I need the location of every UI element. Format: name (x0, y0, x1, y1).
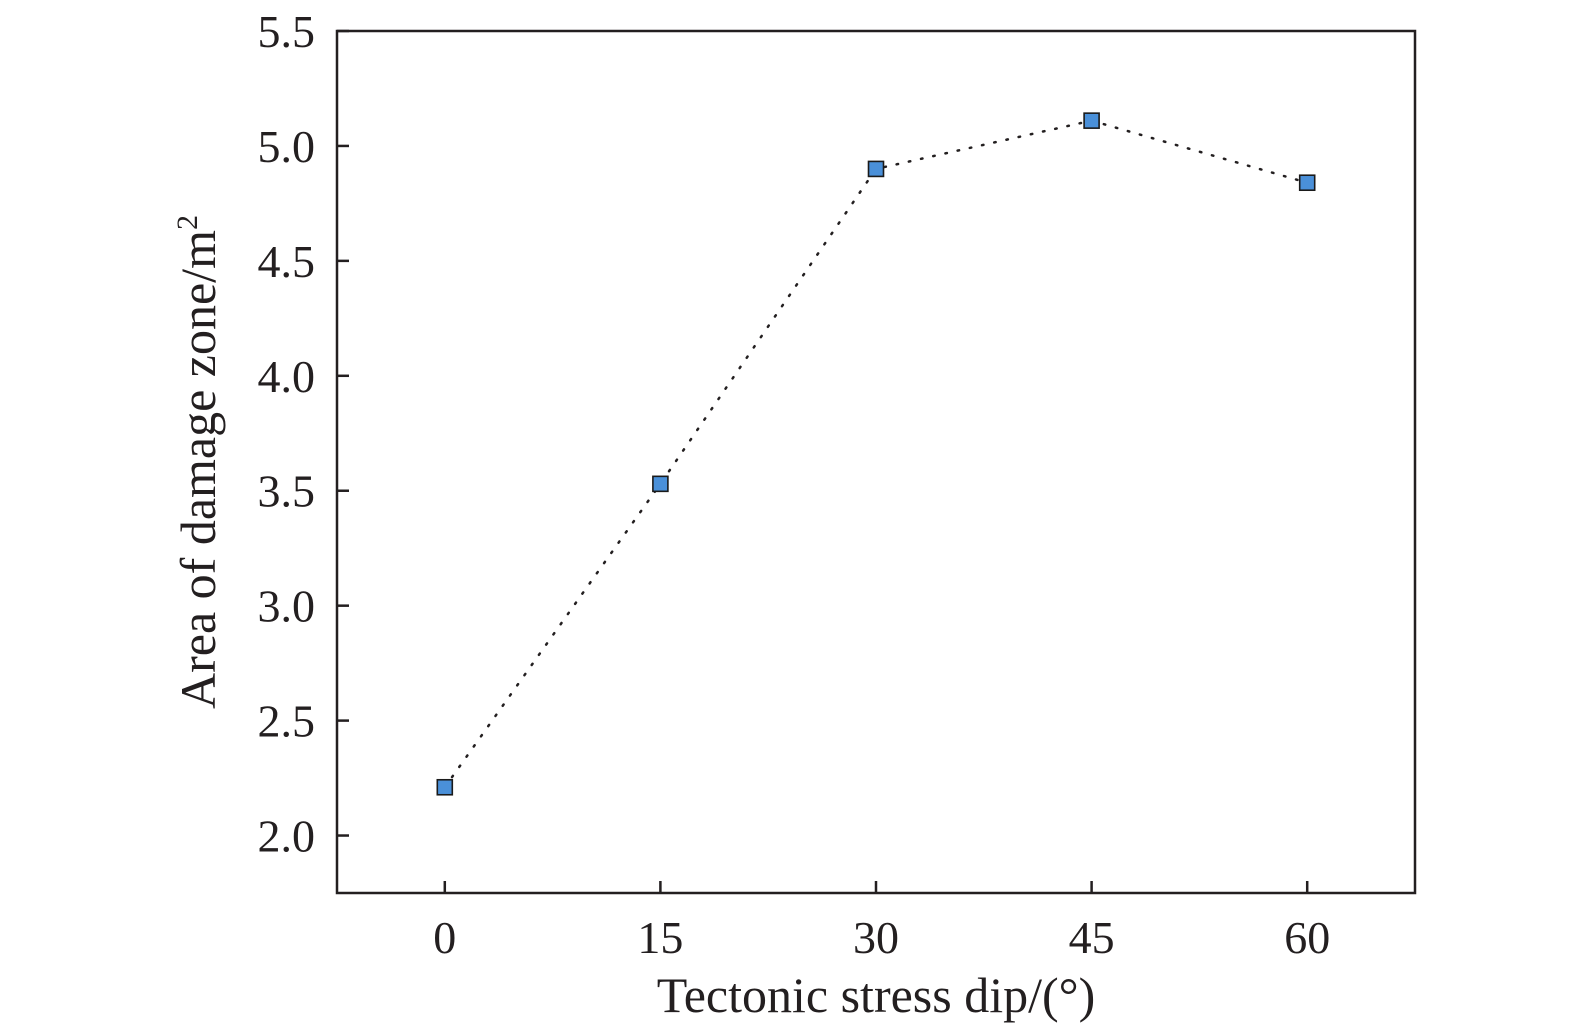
x-tick-label: 60 (1284, 912, 1330, 963)
x-axis-tick-labels: 0 15 30 45 60 (433, 912, 1330, 963)
x-tick-label: 15 (637, 912, 683, 963)
y-tick-label: 4.5 (258, 236, 316, 287)
y-tick-label: 5.0 (258, 121, 316, 172)
trend-line (443, 119, 1309, 789)
y-axis-ticks (337, 29, 349, 837)
y-tick-label: 5.5 (258, 6, 316, 57)
y-axis-title-superscript: 2 (171, 215, 204, 230)
y-tick-label: 2.0 (258, 811, 316, 862)
y-tick-label: 3.5 (258, 466, 316, 517)
x-tick-label: 30 (853, 912, 899, 963)
y-tick-label: 3.0 (258, 581, 316, 632)
y-tick-label: 2.5 (258, 696, 316, 747)
plot-frame-group (335, 29, 1417, 895)
x-tick-label: 45 (1069, 912, 1115, 963)
y-axis-title: Area of damage zone/m2 (170, 215, 226, 709)
y-axis-title-base: Area of damage zone/m (170, 230, 226, 709)
x-axis-title: Tectonic stress dip/(°) (657, 967, 1096, 1023)
x-tick-label: 0 (433, 912, 456, 963)
data-point (1083, 112, 1100, 129)
x-axis-ticks (443, 881, 1309, 893)
y-tick-label: 4.0 (258, 351, 316, 402)
plot-frame (335, 29, 1417, 895)
data-point (436, 778, 454, 796)
data-point (1298, 174, 1316, 192)
y-axis-tick-labels: 2.0 2.5 3.0 3.5 4.0 4.5 5.0 5.5 (258, 6, 316, 862)
data-markers (436, 112, 1316, 796)
data-point (867, 160, 885, 178)
data-point (652, 475, 669, 493)
